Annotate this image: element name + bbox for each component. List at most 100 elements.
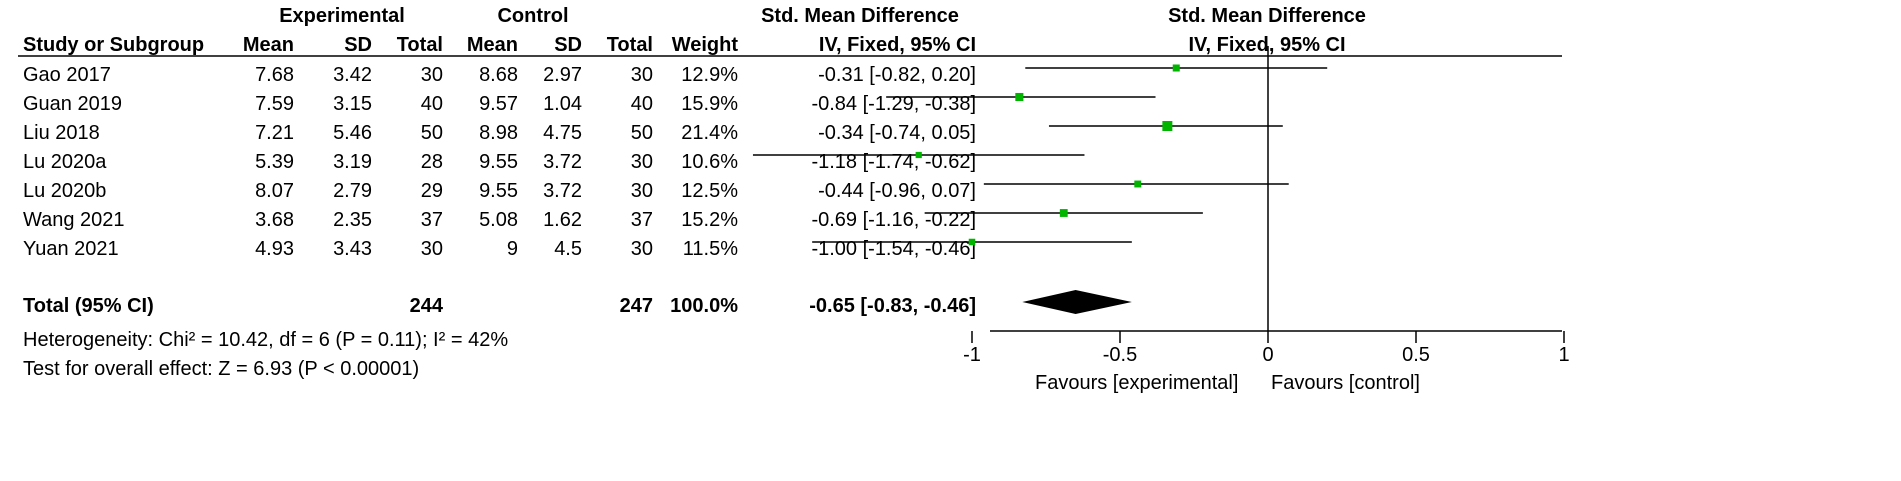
ctrl-mean: 9.57 (479, 93, 518, 115)
study-name: Yuan 2021 (23, 238, 119, 260)
ctrl-mean: 8.98 (479, 122, 518, 144)
ctrl-mean-header: Mean (466, 34, 518, 56)
total-label: Total (95% CI) (23, 295, 154, 317)
ctrl-sd: 1.04 (543, 93, 582, 115)
total-ctrl-n: 247 (619, 295, 653, 317)
exp-total: 50 (420, 122, 443, 144)
ctrl-sd: 4.75 (543, 122, 582, 144)
exp-mean-header: Mean (242, 34, 294, 56)
x-tick-label: -1 (963, 344, 981, 366)
ctrl-sd: 3.72 (543, 180, 582, 202)
weight: 21.4% (681, 122, 738, 144)
exp-total: 30 (420, 238, 443, 260)
study-name: Lu 2020b (23, 180, 107, 202)
exp-total: 29 (420, 180, 443, 202)
study-name: Gao 2017 (23, 64, 111, 86)
experimental-group-header: Experimental (279, 5, 405, 27)
exp-mean: 4.93 (255, 238, 294, 260)
weight-header: Weight (671, 34, 738, 56)
ctrl-sd-header: SD (554, 34, 582, 56)
weight: 11.5% (682, 238, 738, 260)
weight: 10.6% (681, 151, 738, 173)
ctrl-sd: 2.97 (543, 64, 582, 86)
exp-sd: 3.19 (333, 151, 372, 173)
total-ci-text: -0.65 [-0.83, -0.46] (809, 295, 976, 317)
exp-sd: 2.35 (333, 209, 372, 231)
weight: 12.5% (681, 180, 738, 202)
exp-mean: 3.68 (255, 209, 294, 231)
ci-text: -0.31 [-0.82, 0.20] (818, 64, 976, 86)
ctrl-mean: 8.68 (479, 64, 518, 86)
exp-mean: 7.21 (255, 122, 294, 144)
favours-control-label: Favours [control] (1271, 372, 1420, 394)
exp-sd-header: SD (344, 34, 372, 56)
study-name: Lu 2020a (23, 151, 107, 173)
exp-mean: 8.07 (255, 180, 294, 202)
total-weight: 100.0% (670, 295, 738, 317)
exp-sd: 2.79 (333, 180, 372, 202)
exp-sd: 3.43 (333, 238, 372, 260)
study-marker (1134, 180, 1142, 188)
study-name: Liu 2018 (23, 122, 100, 144)
ctrl-total: 50 (630, 122, 653, 144)
control-group-header: Control (497, 5, 569, 27)
heterogeneity-text: Heterogeneity: Chi² = 10.42, df = 6 (P =… (23, 329, 509, 351)
ctrl-total: 30 (630, 151, 653, 173)
ctrl-total: 30 (630, 180, 653, 202)
x-tick-label: 0.5 (1402, 344, 1430, 366)
study-name: Guan 2019 (23, 93, 122, 115)
exp-mean: 7.68 (255, 64, 294, 86)
ctrl-sd: 4.5 (554, 238, 582, 260)
ctrl-mean: 9.55 (479, 180, 518, 202)
favours-experimental-label: Favours [experimental] (1035, 372, 1239, 394)
ctrl-sd: 1.62 (543, 209, 582, 231)
study-marker (968, 238, 976, 246)
ci-text: -0.84 [-1.29, -0.38] (811, 93, 976, 115)
study-name: Wang 2021 (23, 209, 125, 231)
ci-text: -0.34 [-0.74, 0.05] (818, 122, 976, 144)
ci-text: -1.18 [-1.74, -0.62] (811, 151, 976, 173)
weight: 15.2% (681, 209, 738, 231)
ci-text: -1.00 [-1.54, -0.46] (811, 238, 976, 260)
study-column-header: Study or Subgroup (23, 34, 205, 56)
method-table-header: IV, Fixed, 95% CI (818, 34, 976, 56)
x-tick-label: 1 (1558, 344, 1569, 366)
exp-sd: 3.42 (333, 64, 372, 86)
smd-plot-header: Std. Mean Difference (1168, 5, 1366, 27)
exp-sd: 5.46 (333, 122, 372, 144)
weight: 12.9% (681, 64, 738, 86)
ctrl-mean: 9.55 (479, 151, 518, 173)
x-tick-label: 0 (1262, 344, 1273, 366)
ctrl-mean: 5.08 (479, 209, 518, 231)
exp-mean: 7.59 (255, 93, 294, 115)
weight: 15.9% (681, 93, 738, 115)
exp-total-header: Total (396, 34, 443, 56)
study-marker (1059, 209, 1068, 217)
ctrl-sd: 3.72 (543, 151, 582, 173)
study-marker (1172, 64, 1180, 72)
exp-total: 37 (420, 209, 443, 231)
overall-effect-text: Test for overall effect: Z = 6.93 (P < 0… (23, 358, 420, 380)
exp-total: 28 (420, 151, 443, 173)
exp-total: 30 (420, 64, 443, 86)
pooled-diamond (1022, 290, 1132, 314)
ctrl-total: 37 (630, 209, 653, 231)
ctrl-total-header: Total (606, 34, 653, 56)
total-exp-n: 244 (409, 295, 443, 317)
x-tick-label: -0.5 (1103, 344, 1137, 366)
study-marker (1162, 121, 1173, 131)
study-marker (1015, 92, 1024, 102)
exp-sd: 3.15 (333, 93, 372, 115)
study-marker (915, 151, 922, 159)
smd-table-header: Std. Mean Difference (761, 5, 959, 27)
ctrl-total: 30 (630, 64, 653, 86)
exp-total: 40 (420, 93, 443, 115)
ci-text: -0.69 [-1.16, -0.22] (811, 209, 976, 231)
ctrl-mean: 9 (506, 238, 518, 260)
ctrl-total: 40 (630, 93, 653, 115)
ctrl-total: 30 (630, 238, 653, 260)
exp-mean: 5.39 (255, 151, 294, 173)
ci-text: -0.44 [-0.96, 0.07] (818, 180, 976, 202)
method-plot-header: IV, Fixed, 95% CI (1188, 34, 1346, 56)
